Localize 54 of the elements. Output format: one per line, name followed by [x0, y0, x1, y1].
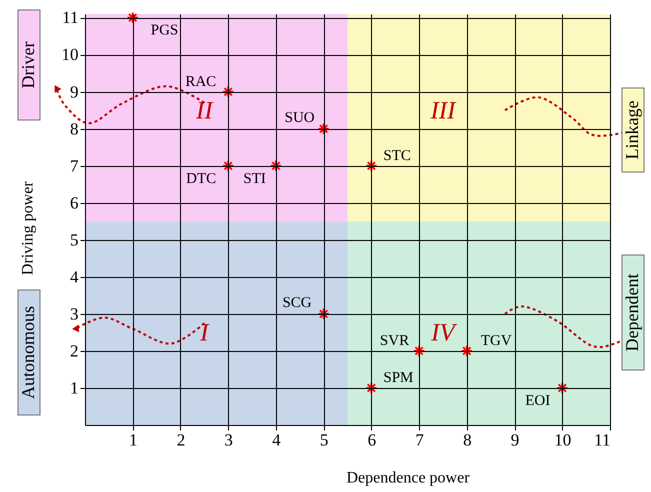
point [317, 122, 330, 135]
y-tick-label: 11 [62, 8, 78, 28]
data-label: DTC [186, 170, 216, 187]
text: Dependent [622, 274, 642, 352]
x-tick-label: 3 [224, 430, 233, 450]
point [365, 160, 378, 172]
y-tick-label: 2 [70, 341, 78, 360]
data-label: EOI [525, 392, 550, 409]
text: Driver [18, 42, 38, 88]
annotation: I [199, 319, 210, 346]
y-tick-label: 9 [70, 82, 78, 102]
y-tick-label: 7 [70, 156, 79, 176]
y-tick-label: 5 [70, 230, 78, 250]
y-tick-label: 1 [70, 378, 78, 398]
y-tick-label: 10 [62, 45, 78, 64]
x-tick-label: 4 [272, 430, 282, 450]
x-tick-label: 1 [128, 430, 138, 450]
x-tick-label: 2 [176, 430, 186, 450]
annotation: III [429, 97, 458, 124]
data-label: SPM [383, 370, 414, 386]
data-label: STC [383, 148, 411, 164]
point [317, 308, 330, 320]
point [412, 344, 426, 358]
y-tick-label: 4 [70, 267, 79, 286]
point [365, 382, 378, 394]
x-axis-title: Dependence power [346, 470, 470, 486]
annotation: II [194, 97, 214, 124]
y-tick-label: 6 [70, 193, 78, 212]
point [222, 160, 234, 172]
point [222, 86, 234, 98]
y-axis-title: Driving power [20, 180, 36, 276]
data-label: RAC [185, 74, 216, 90]
data-label: SCG [282, 294, 312, 311]
x-tick-label: 11 [594, 430, 610, 450]
text: Linkage [622, 100, 642, 160]
data-label: TGV [480, 332, 512, 349]
point [270, 160, 282, 172]
annotation: IV [430, 319, 458, 346]
point [126, 12, 139, 24]
x-tick-label: 10 [554, 430, 572, 450]
x-tick-label: 5 [320, 430, 328, 450]
point [556, 382, 568, 394]
x-tick-label: 8 [463, 430, 472, 450]
y-tick-label: 8 [70, 119, 78, 138]
point [460, 344, 473, 358]
x-tick-label: 9 [510, 430, 520, 450]
data-label: SVR [380, 332, 410, 349]
text: Autonomous [18, 306, 38, 400]
data-label: SUO [284, 110, 315, 126]
data-label: STI [243, 170, 266, 187]
x-tick-label: 6 [368, 430, 376, 450]
data-label: PGS [150, 22, 178, 39]
y-tick-label: 3 [70, 304, 78, 324]
x-tick-label: 7 [415, 430, 424, 450]
